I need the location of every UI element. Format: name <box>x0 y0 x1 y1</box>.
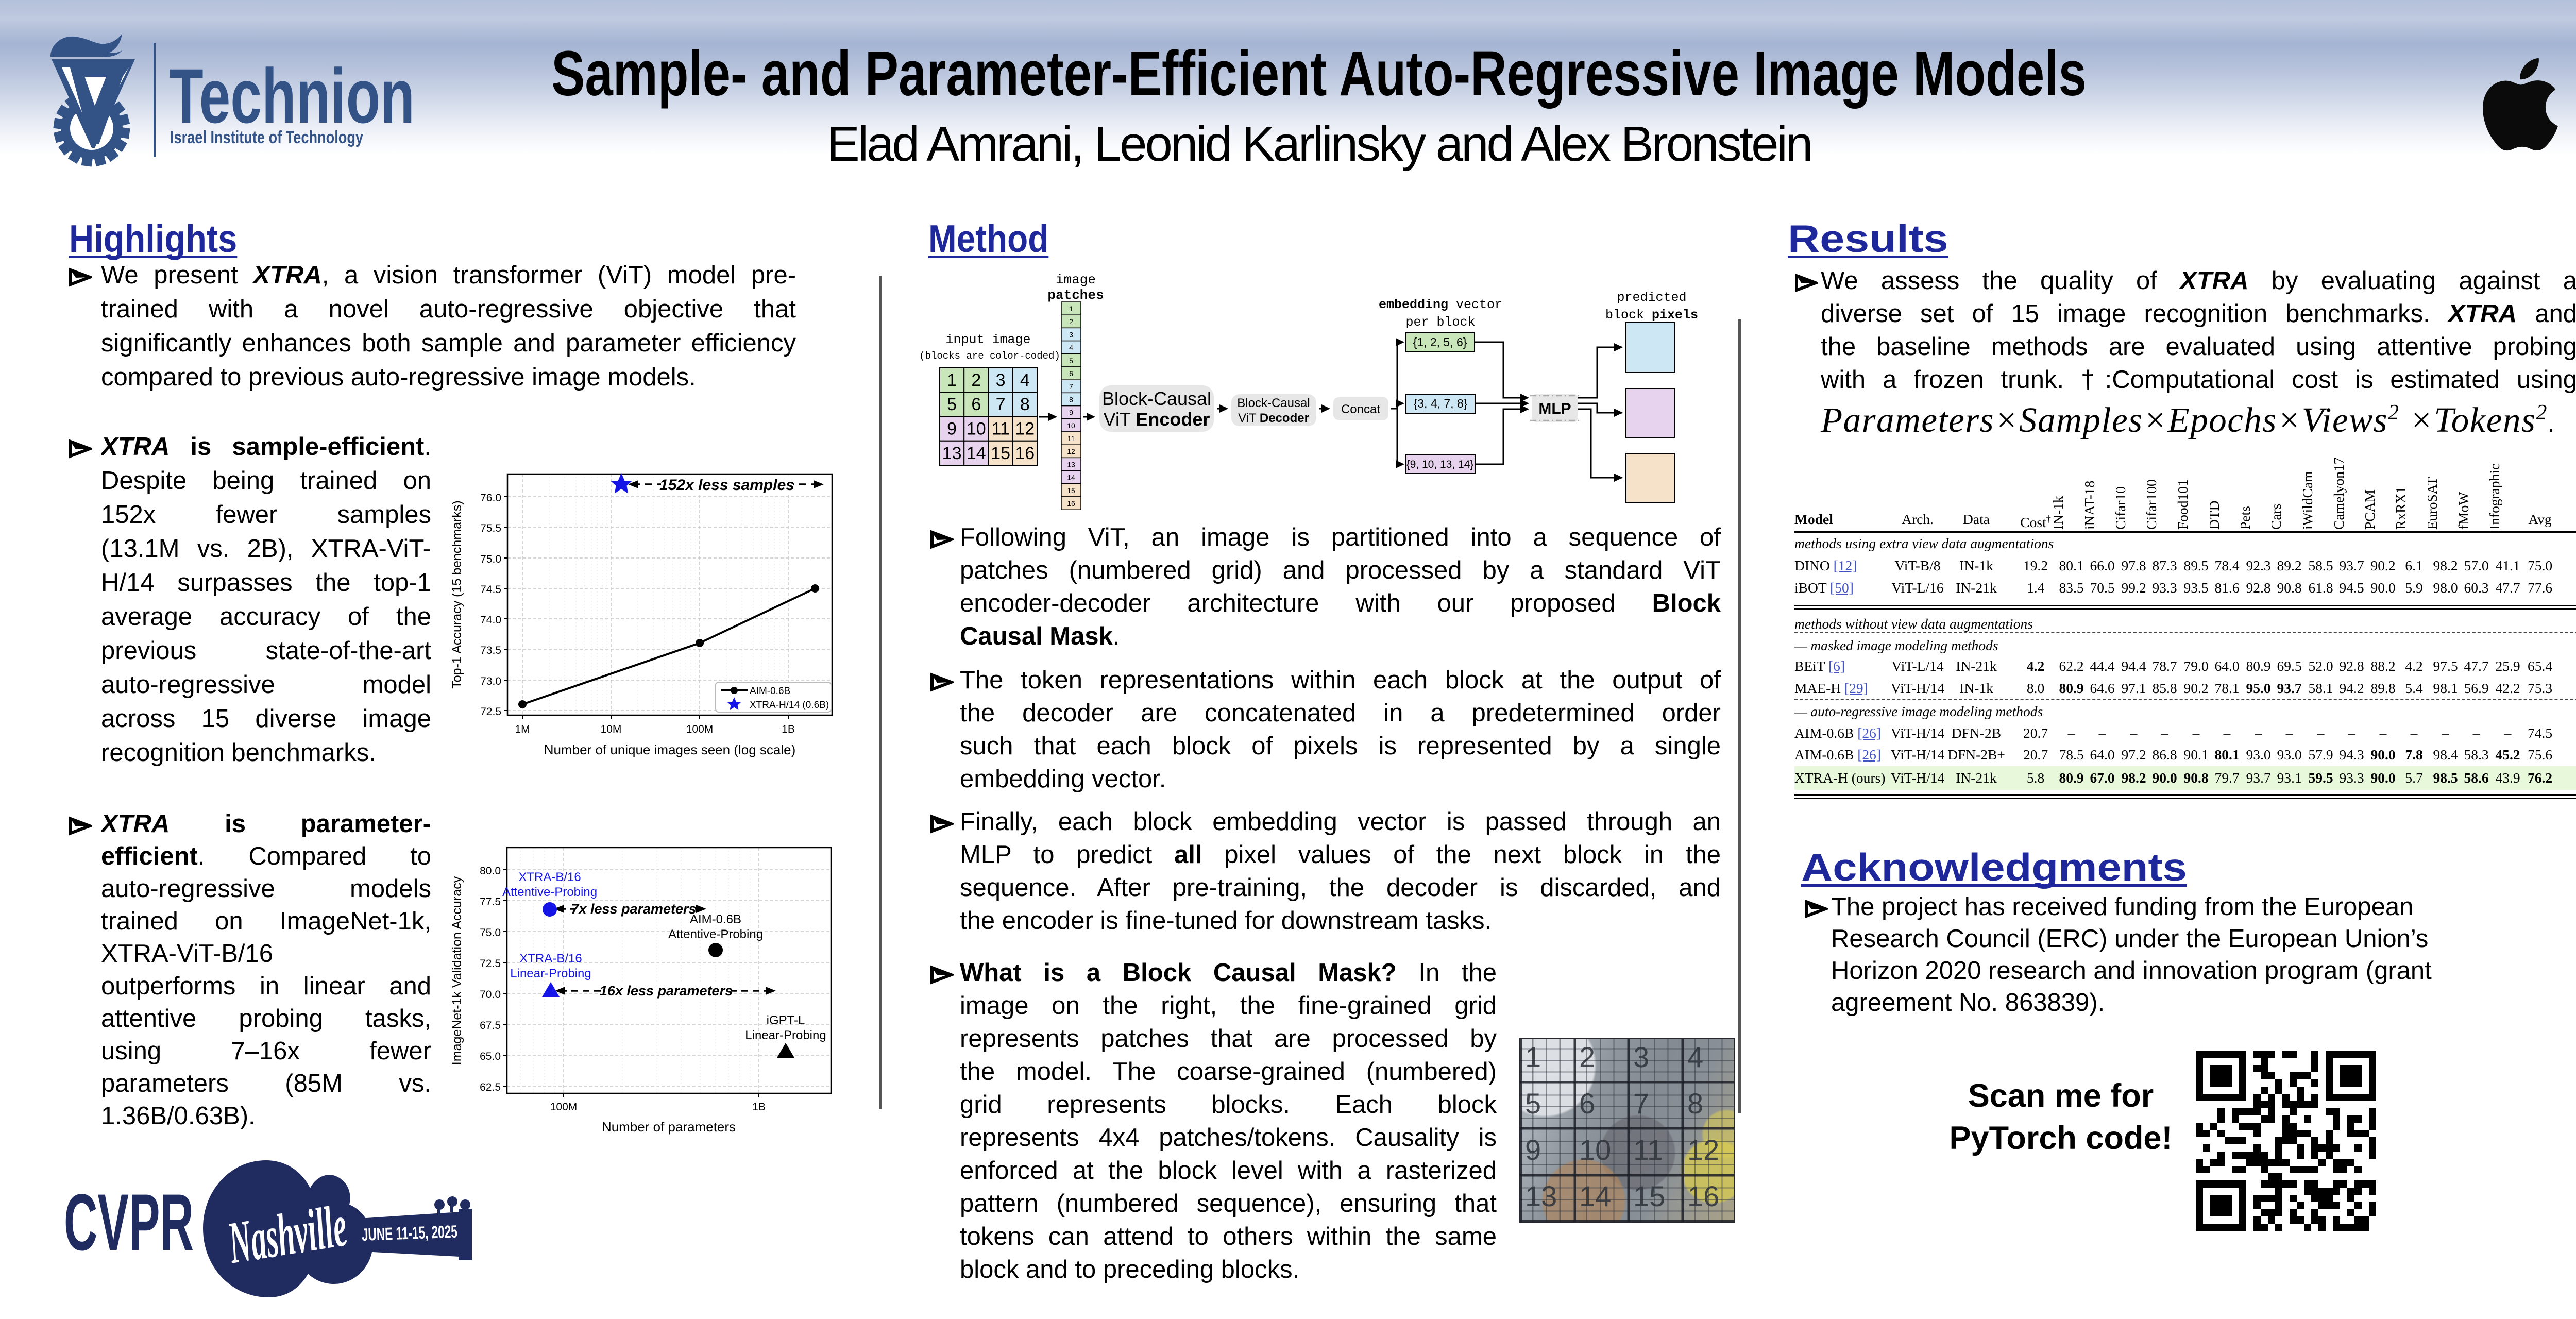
svg-text:{9, 10, 13, 14}: {9, 10, 13, 14} <box>1406 459 1474 470</box>
svg-text:Israel Institute of Technology: Israel Institute of Technology <box>170 128 363 147</box>
svg-text:80.0: 80.0 <box>480 865 501 877</box>
svg-text:15: 15 <box>991 444 1010 463</box>
svg-text:62.5: 62.5 <box>480 1081 501 1093</box>
svg-text:JUNE 11-15, 2025: JUNE 11-15, 2025 <box>361 1222 457 1245</box>
svg-text:75.0: 75.0 <box>480 553 501 565</box>
svg-text:Number of parameters: Number of parameters <box>602 1119 736 1135</box>
svg-text:8: 8 <box>1020 395 1030 414</box>
svg-text:Number of unique images seen (: Number of unique images seen (log scale) <box>544 742 795 757</box>
svg-text:76.0: 76.0 <box>480 492 501 504</box>
svg-text:72.5: 72.5 <box>480 958 501 970</box>
svg-text:MLP: MLP <box>1538 400 1571 417</box>
svg-text:Concat: Concat <box>1341 402 1380 416</box>
svg-text:100M: 100M <box>550 1101 578 1113</box>
svg-text:ViT Encoder: ViT Encoder <box>1104 409 1210 430</box>
svg-text:7: 7 <box>996 395 1006 414</box>
svg-text:4: 4 <box>1069 344 1073 352</box>
svg-text:13: 13 <box>942 444 962 463</box>
svg-text:Block-Causal: Block-Causal <box>1102 388 1211 409</box>
svg-text:1: 1 <box>947 370 957 390</box>
svg-text:12: 12 <box>1067 447 1075 455</box>
svg-text:XTRA-H/14 (0.6B): XTRA-H/14 (0.6B) <box>750 700 829 711</box>
svg-text:74.0: 74.0 <box>480 614 501 626</box>
svg-text:16x less parameters: 16x less parameters <box>600 983 733 999</box>
svg-text:4: 4 <box>1020 370 1030 390</box>
svg-text:16: 16 <box>1067 499 1075 508</box>
svg-text:Attentive-Probing: Attentive-Probing <box>668 927 763 941</box>
svg-text:5: 5 <box>947 395 957 414</box>
svg-text:Technion: Technion <box>169 53 415 139</box>
svg-text:9: 9 <box>1069 409 1073 417</box>
svg-text:77.5: 77.5 <box>480 896 501 908</box>
svg-text:6: 6 <box>971 395 981 414</box>
svg-text:7: 7 <box>1069 382 1073 391</box>
svg-text:100M: 100M <box>686 723 714 735</box>
svg-text:10: 10 <box>967 419 986 439</box>
svg-text:CVPR: CVPR <box>64 1178 194 1267</box>
svg-text:9: 9 <box>947 419 957 439</box>
svg-text:152x less samples: 152x less samples <box>659 477 794 494</box>
svg-text:1: 1 <box>1069 305 1073 313</box>
svg-text:3: 3 <box>1069 330 1073 339</box>
svg-text:input image: input image <box>945 332 1030 347</box>
svg-text:{1, 2, 5, 6}: {1, 2, 5, 6} <box>1413 335 1467 349</box>
svg-text:65.0: 65.0 <box>480 1051 501 1062</box>
svg-text:75.5: 75.5 <box>480 522 501 534</box>
svg-text:iGPT-L: iGPT-L <box>767 1013 805 1027</box>
svg-text:patches: patches <box>1047 288 1104 303</box>
svg-text:6: 6 <box>1069 369 1073 378</box>
svg-text:7x less parameters: 7x less parameters <box>571 901 696 917</box>
svg-text:1B: 1B <box>752 1101 766 1113</box>
svg-text:1B: 1B <box>782 723 795 735</box>
svg-text:2: 2 <box>1069 317 1073 326</box>
svg-text:Block-Causal: Block-Causal <box>1237 396 1310 410</box>
svg-text:Attentive-Probing: Attentive-Probing <box>502 885 597 899</box>
svg-text:73.5: 73.5 <box>480 645 501 656</box>
svg-text:ImageNet-1k Validation Accurac: ImageNet-1k Validation Accuracy <box>450 876 464 1065</box>
svg-text:1M: 1M <box>515 723 530 735</box>
svg-text:10M: 10M <box>601 723 622 735</box>
svg-text:ViT Decoder: ViT Decoder <box>1238 411 1309 425</box>
svg-text:73.0: 73.0 <box>480 675 501 687</box>
svg-text:67.5: 67.5 <box>480 1020 501 1031</box>
svg-text:74.5: 74.5 <box>480 584 501 596</box>
svg-text:12: 12 <box>1015 419 1035 439</box>
svg-text:15: 15 <box>1067 486 1075 495</box>
svg-text:70.0: 70.0 <box>480 989 501 1001</box>
svg-text:XTRA-B/16: XTRA-B/16 <box>519 952 582 966</box>
svg-text:AIM-0.6B: AIM-0.6B <box>750 686 790 697</box>
svg-text:XTRA-B/16: XTRA-B/16 <box>518 870 581 884</box>
svg-text:11: 11 <box>1067 434 1075 443</box>
svg-text:3: 3 <box>996 370 1006 390</box>
svg-text:Linear-Probing: Linear-Probing <box>745 1028 826 1042</box>
svg-text:per block: per block <box>1405 315 1475 330</box>
svg-text:5: 5 <box>1069 357 1073 365</box>
svg-text:predicted: predicted <box>1617 290 1686 305</box>
svg-text:11: 11 <box>991 419 1009 439</box>
svg-text:14: 14 <box>967 444 986 463</box>
svg-text:72.5: 72.5 <box>480 706 501 718</box>
svg-text:13: 13 <box>1067 460 1075 468</box>
svg-text:2: 2 <box>971 370 981 390</box>
svg-text:16: 16 <box>1015 444 1035 463</box>
svg-text:block pixels: block pixels <box>1605 308 1698 323</box>
svg-text:Top-1 Accuracy (15 benchmarks): Top-1 Accuracy (15 benchmarks) <box>450 500 464 688</box>
svg-text:75.0: 75.0 <box>480 927 501 939</box>
svg-text:(blocks are color-coded): (blocks are color-coded) <box>919 350 1060 362</box>
svg-text:image: image <box>1056 272 1096 288</box>
svg-text:8: 8 <box>1069 395 1073 403</box>
svg-text:embedding vector: embedding vector <box>1379 297 1502 312</box>
svg-text:10: 10 <box>1067 421 1075 430</box>
svg-text:AIM-0.6B: AIM-0.6B <box>690 912 741 926</box>
svg-text:Linear-Probing: Linear-Probing <box>510 967 591 980</box>
svg-text:14: 14 <box>1067 474 1075 482</box>
svg-text:{3, 4, 7, 8}: {3, 4, 7, 8} <box>1414 397 1468 410</box>
